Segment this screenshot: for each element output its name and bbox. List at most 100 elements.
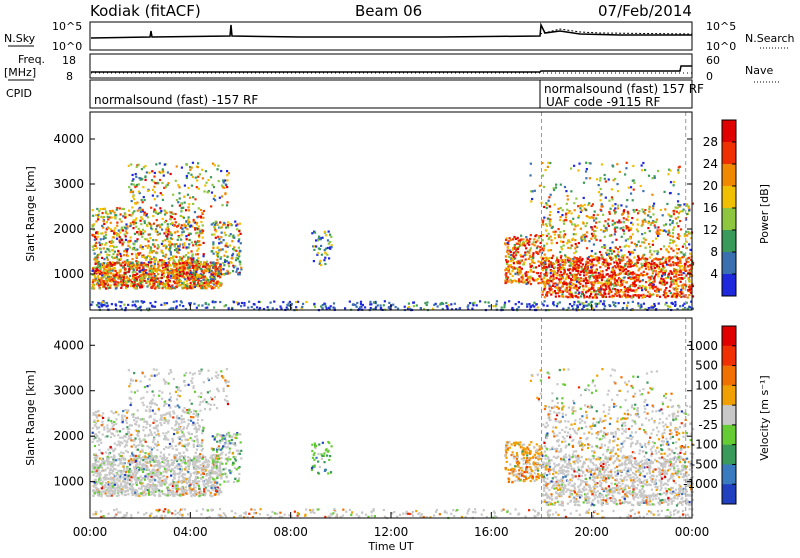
power-echo [548,196,550,198]
power-ytick-label: 2000 [53,222,84,236]
power-echo [164,256,166,258]
power-echo [542,249,544,251]
power-echo [140,264,142,266]
power-echo [509,237,511,239]
power-echo [184,202,186,204]
power-echo [642,279,644,281]
power-echo [206,307,208,309]
power-echo [193,282,195,284]
power-echo [116,261,118,263]
power-echo [195,243,197,245]
power-echo [172,257,174,259]
nsky-tick-bottom: 10^0 [52,40,82,53]
power-echo [232,270,234,272]
power-echo [563,234,565,236]
power-echo [520,272,522,274]
power-echo [140,211,142,213]
power-echo [153,282,155,284]
power-echo [659,282,661,284]
power-echo [193,219,195,221]
power-echo [370,303,372,305]
power-echo [212,243,214,245]
power-echo [141,248,143,250]
power-echo [220,241,222,243]
power-echo [569,272,571,274]
power-echo [325,234,327,236]
power-echo [179,267,181,269]
power-echo [635,209,637,211]
power-echo [676,295,678,297]
power-echo [185,254,187,256]
power-echo [666,249,668,251]
power-echo [687,278,689,280]
power-echo [151,270,153,272]
power-echo [641,208,643,210]
power-echo [605,227,607,229]
power-echo [528,240,530,242]
power-echo [537,253,539,255]
power-echo [629,253,631,255]
power-echo [663,270,665,272]
power-echo [617,190,619,192]
power-echo [648,279,650,281]
power-echo [135,176,137,178]
power-echo [190,282,192,284]
power-echo [624,290,626,292]
power-echo [577,272,579,274]
power-echo [535,279,537,281]
power-echo [98,306,100,308]
power-echo [103,262,105,264]
power-echo [614,288,616,290]
power-echo [666,282,668,284]
power-echo [563,230,565,232]
power-echo [583,294,585,296]
power-echo [614,233,616,235]
power-echo [665,287,667,289]
power-echo [586,247,588,249]
power-echo [213,253,215,255]
power-echo [192,279,194,281]
power-echo [529,305,531,307]
power-echo [680,271,682,273]
power-echo [508,300,510,302]
power-echo [550,249,552,251]
power-echo [142,229,144,231]
power-echo [688,294,690,296]
power-echo [107,249,109,251]
power-echo [216,281,218,283]
power-echo [585,282,587,284]
power-echo [637,223,639,225]
power-colorbar-tick-label: 8 [710,245,718,259]
power-echo [530,270,532,272]
power-echo [97,280,99,282]
power-echo [163,275,165,277]
power-echo [328,230,330,232]
power-echo [161,243,163,245]
power-echo [175,256,177,258]
power-echo [217,275,219,277]
power-echo [592,274,594,276]
power-echo [360,303,362,305]
power-echo [174,218,176,220]
power-echo [448,304,450,306]
power-echo [599,273,601,275]
power-echo [612,269,614,271]
power-echo [604,174,606,176]
power-echo [218,238,220,240]
power-echo [657,235,659,237]
power-echo [528,252,530,254]
power-echo [194,198,196,200]
power-echo [231,240,233,242]
power-echo [537,245,539,247]
power-echo [667,173,669,175]
power-echo [153,175,155,177]
power-echo [667,305,669,307]
power-echo [157,267,159,269]
power-echo [135,226,137,228]
power-echo [212,241,214,243]
power-echo [637,279,639,281]
power-echo [139,282,141,284]
power-echo [179,275,181,277]
power-echo [166,212,168,214]
